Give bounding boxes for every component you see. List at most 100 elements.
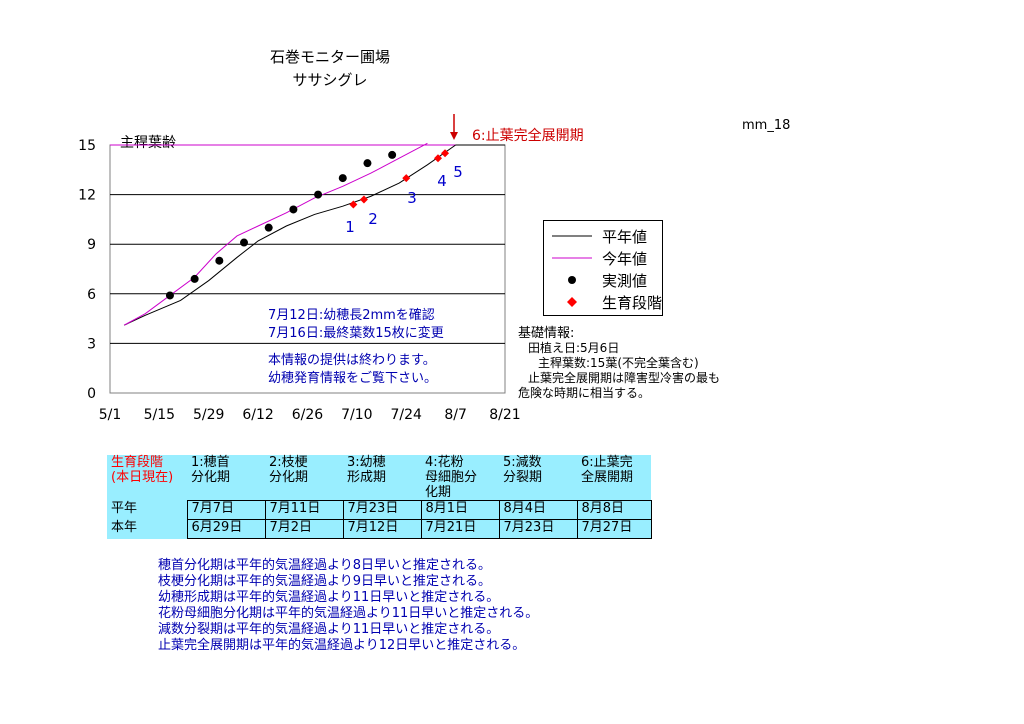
chart-note: 7月12日:幼穂長2mmを確認 xyxy=(268,307,435,323)
stage-point xyxy=(441,149,450,158)
chart-note: 幼穂発育情報をご覧下さい。 xyxy=(268,370,437,386)
table-cell: 7月12日 xyxy=(342,519,422,539)
legend-item-current: 今年値 xyxy=(544,247,662,269)
basic-info-line: 危険な時期に相当する。 xyxy=(518,386,651,400)
chart-note: 本情報の提供は終わります。 xyxy=(268,352,436,368)
stage-point xyxy=(349,200,358,209)
row-label: 本年 xyxy=(107,519,187,539)
chart-note: 7月16日:最終葉数15枚に変更 xyxy=(268,325,444,341)
table-cell: 8月8日 xyxy=(576,500,652,520)
table-cell: 7月21日 xyxy=(420,519,500,539)
x-tick-label: 5/1 xyxy=(99,407,122,423)
stage-table: 生育段階 (本日現在) 1:穂首 分化期 2:枝梗 分化期 3:幼穂 形成期 4:花粉… xyxy=(107,455,652,539)
table-cell: 8月4日 xyxy=(498,500,578,520)
x-tick-label: 6/12 xyxy=(242,407,273,423)
note-line: 幼穂形成期は平年的気温経過より11日早いと推定される。 xyxy=(158,590,500,605)
legend-line-black-icon xyxy=(552,235,592,237)
note-line: 減数分裂期は平年的気温経過より11日早いと推定される。 xyxy=(158,622,500,637)
table-row: 平年 7月7日 7月11日 7月23日 8月1日 8月4日 8月8日 xyxy=(107,500,652,520)
legend-dot-icon xyxy=(568,276,576,284)
stage-header-cell: 5:減数 分裂期 xyxy=(503,455,543,485)
y-tick-label: 12 xyxy=(78,188,96,204)
table-row: 本年 6月29日 7月2日 7月12日 7月21日 7月23日 7月27日 xyxy=(107,519,652,539)
x-tick-label: 6/26 xyxy=(292,407,324,423)
measured-point xyxy=(190,274,199,283)
basic-info: 基礎情報: 田植え日:5月6日 主稈葉数:15葉(不完全葉含む) 止葉完全展開期… xyxy=(518,326,720,401)
table-cell: 7月7日 xyxy=(186,500,266,520)
table-cell: 6月29日 xyxy=(186,519,266,539)
table-cell: 7月2日 xyxy=(264,519,344,539)
y-tick-label: 3 xyxy=(87,336,96,352)
chart-title: 石巻モニター圃場 ササシグレ xyxy=(250,46,410,92)
legend-label: 生育段階 xyxy=(602,294,663,312)
stage-point xyxy=(433,154,442,163)
note-line: 花粉母細胞分化期は平年的気温経過より11日早いと推定される。 xyxy=(158,606,539,621)
legend-label: 今年値 xyxy=(602,250,648,268)
chart-legend: 平年値 今年値 実測値 生育段階 xyxy=(543,220,663,316)
sheet-label: mm_18 xyxy=(742,118,791,133)
x-tick-label: 8/7 xyxy=(444,407,467,423)
legend-line-magenta-icon xyxy=(552,257,592,259)
measured-point xyxy=(338,174,347,183)
measured-point xyxy=(289,205,298,214)
estimation-notes: 穂首分化期は平年的気温経過より8日早いと推定される。 枝梗分化期は平年的気温経過… xyxy=(158,558,538,654)
measured-point xyxy=(388,150,397,159)
note-line: 枝梗分化期は平年的気温経過より9日早いと推定される。 xyxy=(158,574,492,589)
stage-header-label: 生育段階 (本日現在) xyxy=(107,455,187,501)
basic-info-line: 止葉完全展開期は障害型冷害の最も xyxy=(528,371,721,385)
table-cell: 8月1日 xyxy=(420,500,500,520)
stage-header-cell: 3:幼穂 形成期 xyxy=(347,455,387,485)
legend-item-stage: 生育段階 xyxy=(544,291,662,313)
y-tick-label: 15 xyxy=(78,138,96,154)
stage-label: 3 xyxy=(407,189,417,207)
measured-point xyxy=(215,256,224,265)
stage-label: 5 xyxy=(453,163,463,181)
header-label-1: 生育段階 xyxy=(111,455,164,470)
x-tick-label: 7/24 xyxy=(391,407,423,423)
y-tick-label: 6 xyxy=(87,287,96,303)
stage-label: 1 xyxy=(345,218,355,236)
header-label-2: (本日現在) xyxy=(111,470,174,485)
legend-item-measured: 実測値 xyxy=(544,269,662,291)
measured-point xyxy=(314,190,323,199)
measured-point xyxy=(264,223,273,232)
basic-info-line: 主稈葉数:15葉(不完全葉含む) xyxy=(538,356,699,370)
note-line: 穂首分化期は平年的気温経過より8日早いと推定される。 xyxy=(158,558,492,573)
stage6-annotation: 6:止葉完全展開期 xyxy=(472,127,584,144)
y-tick-label: 9 xyxy=(87,237,96,253)
measured-point xyxy=(363,159,372,168)
stage-header-row: 生育段階 (本日現在) 1:穂首 分化期 2:枝梗 分化期 3:幼穂 形成期 4:花粉… xyxy=(107,455,651,501)
legend-diamond-icon xyxy=(567,297,577,307)
x-tick-label: 5/29 xyxy=(193,407,224,423)
table-cell: 7月23日 xyxy=(342,500,422,520)
stage6-arrowhead xyxy=(450,132,458,140)
stage-header-cell: 1:穂首 分化期 xyxy=(191,455,231,485)
x-tick-label: 5/15 xyxy=(144,407,175,423)
table-cell: 7月27日 xyxy=(576,519,652,539)
stage-header-cell: 2:枝梗 分化期 xyxy=(269,455,309,485)
stage-point xyxy=(402,174,411,183)
row-label: 平年 xyxy=(107,500,187,520)
measured-point xyxy=(165,291,174,300)
x-tick-label: 8/21 xyxy=(489,407,520,423)
table-cell: 7月11日 xyxy=(264,500,344,520)
stage-point xyxy=(359,195,368,204)
legend-label: 実測値 xyxy=(602,272,648,290)
y-axis-label: 主稈葉齢 xyxy=(120,135,176,151)
legend-item-normal: 平年値 xyxy=(544,225,662,247)
x-tick-label: 7/10 xyxy=(341,407,372,423)
table-cell: 7月23日 xyxy=(498,519,578,539)
stage-header-cell: 4:花粉 母細胞分 化期 xyxy=(425,455,478,500)
basic-info-line: 田植え日:5月6日 xyxy=(528,341,620,355)
stage-header-cell: 6:止葉完 全展開期 xyxy=(581,455,634,485)
basic-info-heading: 基礎情報: xyxy=(518,326,575,341)
measured-point xyxy=(240,238,249,247)
title-line2: ササシグレ xyxy=(292,71,368,89)
y-tick-label: 0 xyxy=(87,386,96,402)
series-line-normal xyxy=(123,144,456,326)
legend-label: 平年値 xyxy=(602,228,648,246)
stage-label: 2 xyxy=(368,210,378,228)
title-line1: 石巻モニター圃場 xyxy=(269,48,390,66)
note-line: 止葉完全展開期は平年的気温経過より12日早いと推定される。 xyxy=(158,638,526,653)
